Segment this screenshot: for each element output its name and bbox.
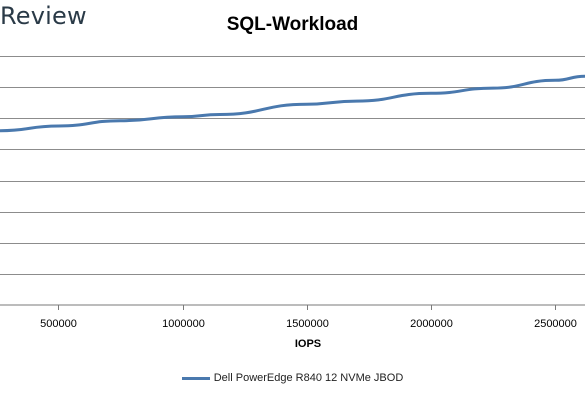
legend-label-series-1: Dell PowerEdge R840 12 NVMe JBOD [213,372,404,385]
x-tick-label-3: 1500000 [286,318,329,330]
x-ticks: 500000 1000000 1500000 2000000 2500000 [40,305,577,330]
legend-swatch [181,376,210,380]
x-axis-label: IOPS [295,338,321,350]
x-tick-label-5: 2500000 [534,318,577,330]
x-tick-label-1: 500000 [40,318,77,330]
series-line-1 [0,74,585,133]
brand-logo-text: Review [0,2,87,30]
legend: Dell PowerEdge R840 12 NVMe JBOD [0,372,585,384]
x-tick-label-4: 2000000 [410,318,453,330]
x-tick-label-2: 1000000 [162,318,205,330]
chart-title: SQL-Workload [226,14,359,35]
series-layer [0,74,585,133]
gridlines [0,56,585,275]
